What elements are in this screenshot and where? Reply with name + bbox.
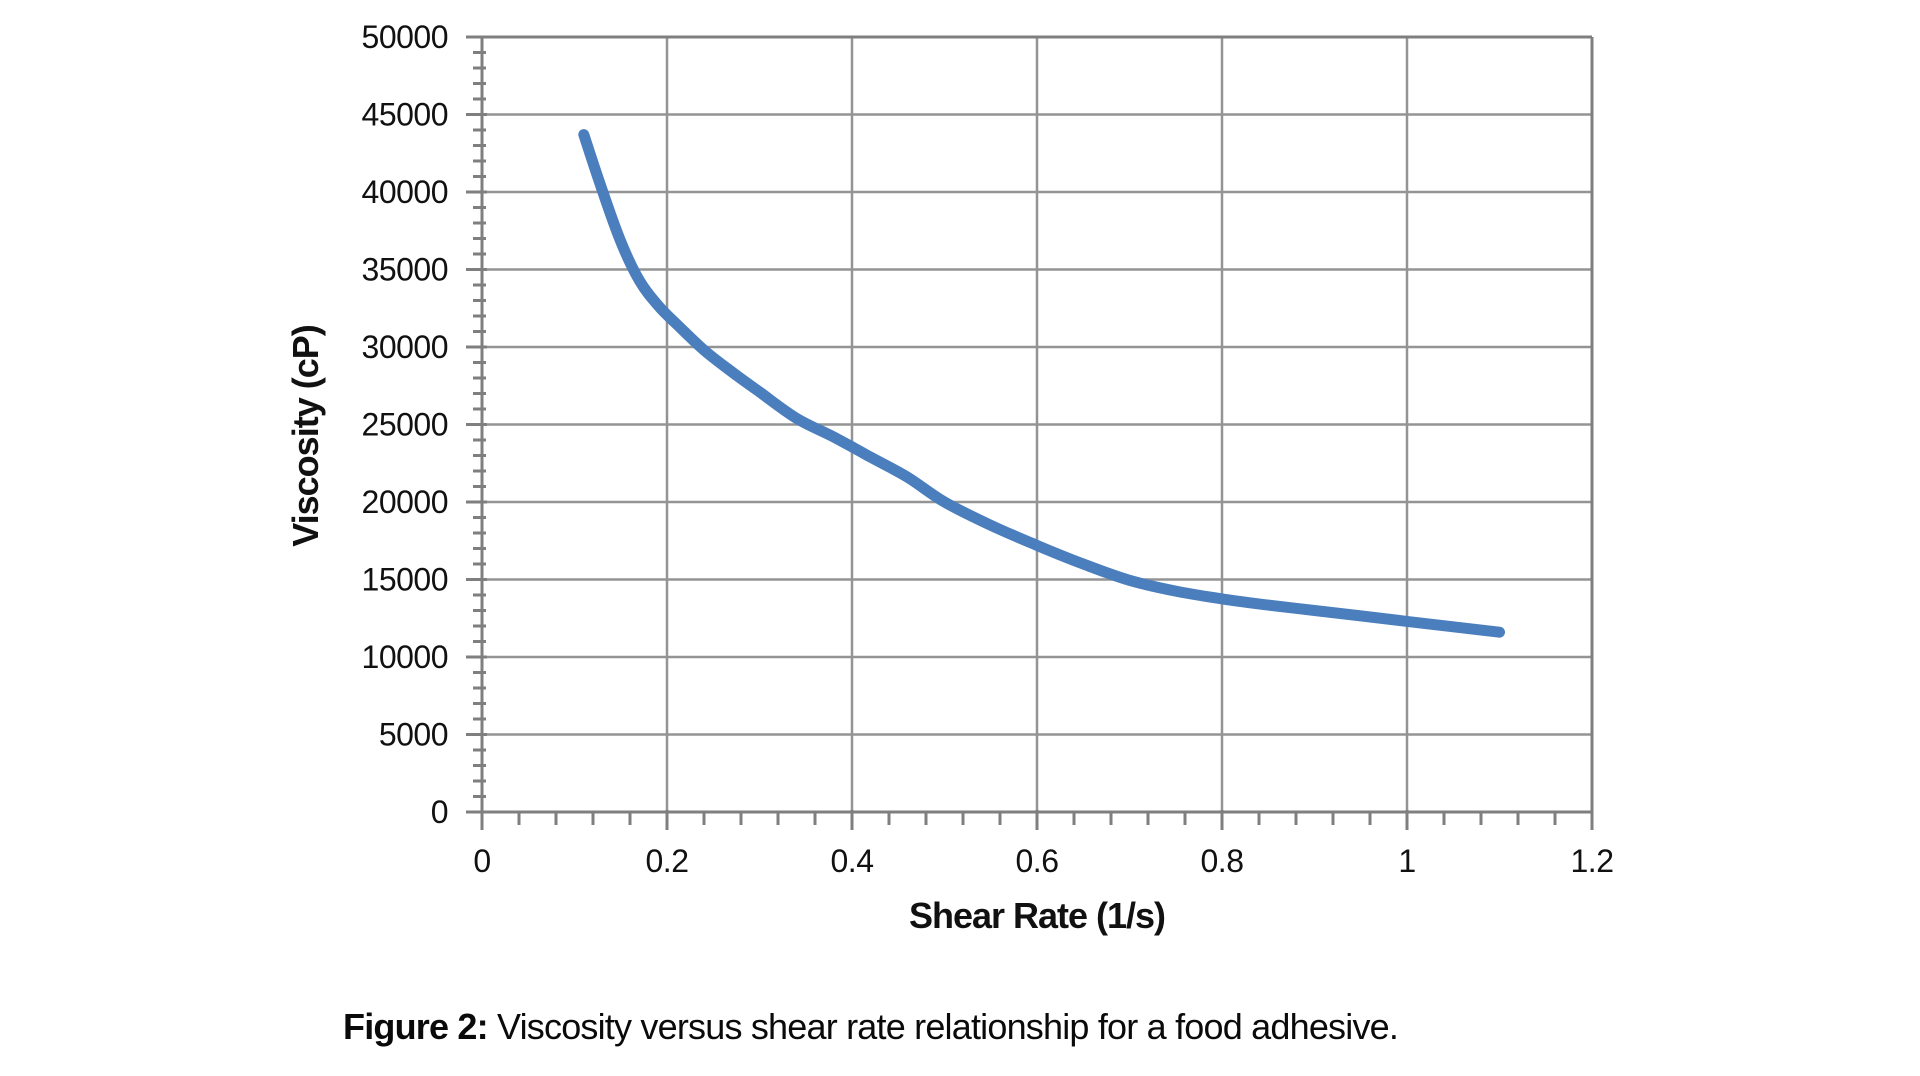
y-tick-label: 0: [431, 794, 448, 830]
x-tick-label: 1: [1398, 843, 1415, 879]
viscosity-curve: [578, 129, 1505, 638]
y-axis-title: Viscosity (cP): [285, 325, 326, 546]
x-tick-label: 1.2: [1571, 843, 1614, 879]
figure-caption-label: Figure 2:: [343, 1006, 489, 1047]
axis-ticks: [466, 35, 1594, 830]
y-tick-label: 5000: [379, 717, 448, 753]
y-tick-label: 45000: [362, 97, 448, 133]
x-tick-label: 0.6: [1016, 843, 1059, 879]
x-tick-labels: 0 0.2 0.4 0.6 0.8 1 1.2: [473, 843, 1614, 879]
y-tick-label: 15000: [362, 562, 448, 598]
y-tick-label: 10000: [362, 639, 448, 675]
y-tick-label: 30000: [362, 329, 448, 365]
figure-caption-text: Viscosity versus shear rate relationship…: [487, 1006, 1399, 1047]
y-tick-label: 20000: [362, 484, 448, 520]
x-tick-label: 0.4: [831, 843, 874, 879]
x-axis-title: Shear Rate (1/s): [909, 895, 1165, 936]
x-tick-label: 0.2: [646, 843, 689, 879]
y-tick-label: 35000: [362, 252, 448, 288]
figure-caption: Figure 2: Viscosity versus shear rate re…: [343, 1006, 1399, 1048]
y-tick-label: 25000: [362, 407, 448, 443]
y-tick-labels: 0 5000 10000 15000 20000 25000 30000 35000 40000…: [362, 19, 449, 830]
data-series: [578, 129, 1505, 638]
y-tick-label: 50000: [362, 19, 448, 55]
x-tick-label: 0: [473, 843, 490, 879]
y-tick-label: 40000: [362, 174, 448, 210]
gridlines: [480, 35, 1594, 814]
x-tick-label: 0.8: [1201, 843, 1244, 879]
